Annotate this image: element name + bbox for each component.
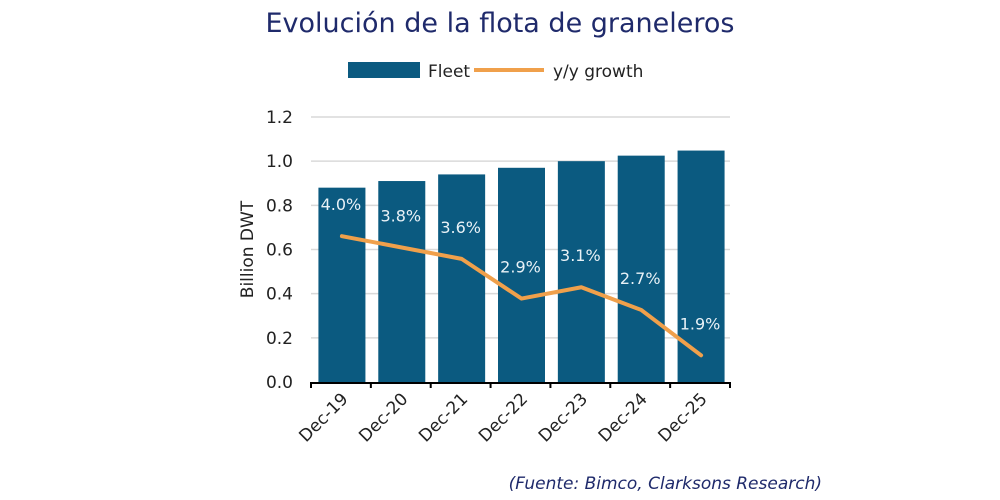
x-tick-label: Dec-24 [595,389,652,446]
chart-title: Evolución de la flota de graneleros [265,8,735,39]
bar-dec-19 [318,187,366,382]
growth-line [339,234,704,358]
data-label: 3.8% [380,207,421,226]
bar-dec-25 [677,150,725,382]
bar-dec-24 [617,155,665,382]
bar-dec-20 [378,181,426,382]
data-label: 2.9% [500,258,541,277]
y-tick-label: 0.0 [266,373,293,393]
data-label: 3.6% [440,218,481,237]
source-note: (Fuente: Bimco, Clarksons Research) [508,474,822,494]
y-tick-label: 0.2 [266,329,293,349]
x-tick-label: Dec-19 [295,389,352,446]
legend-label-growth: y/y growth [553,62,643,82]
data-label: 2.7% [620,269,661,288]
x-tick-label: Dec-22 [475,389,532,446]
y-tick-label: 0.4 [266,285,293,305]
data-label: 1.9% [680,314,721,333]
y-tick-label: 0.6 [266,241,293,261]
bar-dec-22 [498,167,545,382]
bar-dec-21 [438,174,486,382]
data-label: 3.1% [560,246,601,265]
legend-label-fleet: Fleet [428,62,470,82]
y-tick-label: 1.0 [266,152,293,172]
legend-swatch-fleet [348,62,420,78]
x-tick-label: Dec-25 [655,389,712,446]
x-tick-label: Dec-23 [535,389,592,446]
bar-dec-23 [557,161,605,382]
data-label: 4.0% [321,195,362,214]
x-tick-label: Dec-21 [415,389,472,446]
y-tick-label: 1.2 [266,108,293,128]
y-axis-label: Billion DWT [238,200,258,298]
x-tick-label: Dec-20 [355,389,412,446]
y-tick-label: 0.8 [266,196,293,216]
